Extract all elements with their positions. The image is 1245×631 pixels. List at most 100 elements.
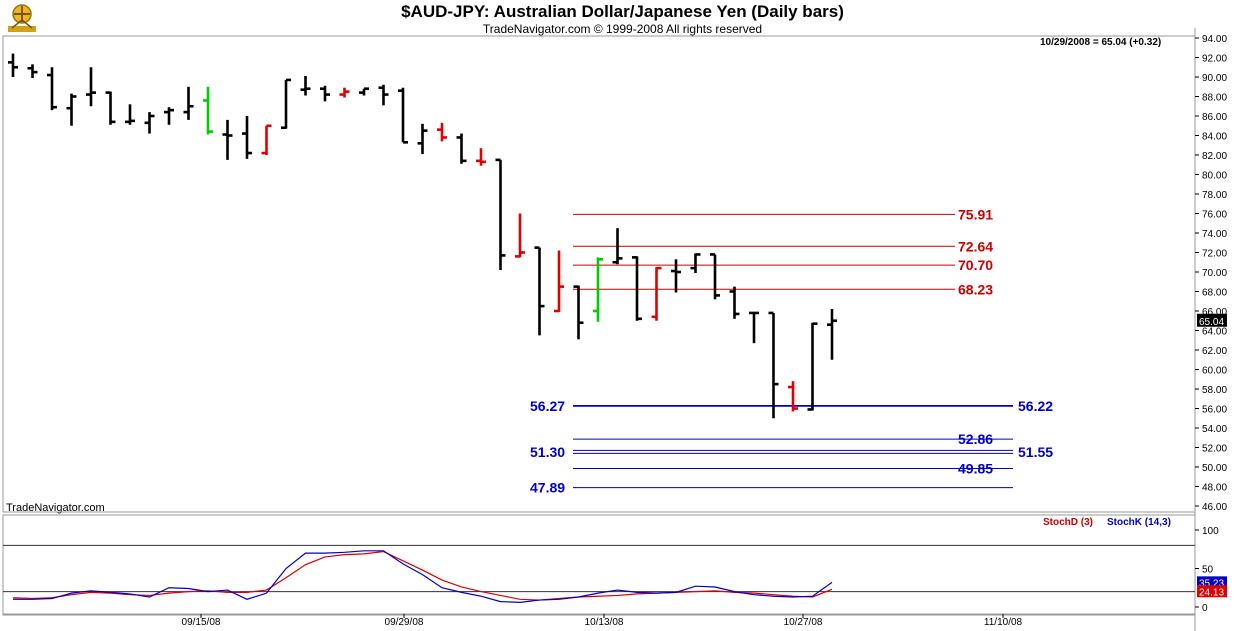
- price-tick-label: 86.00: [1202, 112, 1227, 123]
- indicator-panel-frame: [2, 514, 1196, 616]
- ohlc-bar: [47, 67, 57, 111]
- price-tick-label: 48.00: [1202, 483, 1227, 494]
- price-tick-label: 56.00: [1202, 405, 1227, 416]
- ohlc-bar: [671, 259, 681, 293]
- support-level-label: 47.89: [530, 480, 565, 496]
- ohlc-bar: [86, 67, 96, 107]
- price-tick-label: 62.00: [1202, 346, 1227, 357]
- ohlc-bar: [593, 257, 603, 322]
- price-tick-label: 46.00: [1202, 502, 1227, 513]
- stoch-tick-label: 50: [1202, 565, 1214, 576]
- ohlc-bar: [144, 112, 155, 134]
- ohlc-bar: [183, 86, 194, 120]
- ohlc-bar: [222, 119, 233, 160]
- price-tick-label: 92.00: [1202, 54, 1227, 65]
- ohlc-bar: [495, 158, 506, 271]
- stoch-d-legend: StochD (3): [1043, 517, 1093, 528]
- ohlc-bar: [8, 53, 18, 77]
- support-level-label: 51.30: [530, 444, 565, 460]
- ohlc-bar: [105, 91, 116, 125]
- ohlc-bar: [807, 322, 818, 411]
- ohlc-bar: [710, 253, 720, 300]
- ohlc-bar: [534, 246, 545, 336]
- chart-subtitle: TradeNavigator.com © 1999-2008 All right…: [482, 22, 763, 36]
- price-tick-label: 78.00: [1202, 190, 1227, 201]
- ohlc-bar: [417, 123, 428, 155]
- ohlc-bar: [476, 148, 486, 166]
- ohlc-bar: [203, 86, 213, 135]
- support-level-label: 56.27: [530, 398, 565, 414]
- x-tick-label: 10/27/08: [784, 617, 823, 628]
- ohlc-bar: [749, 311, 759, 344]
- ohlc-bar: [27, 64, 38, 78]
- ohlc-bar: [359, 87, 369, 96]
- ohlc-bar: [164, 107, 174, 125]
- ohlc-bar: [729, 286, 740, 319]
- ohlc-bar: [690, 253, 701, 273]
- credit-text: TradeNavigator.com: [6, 502, 105, 514]
- stoch-d-last-tag: [1197, 585, 1227, 598]
- price-tick-label: 70.00: [1202, 268, 1227, 279]
- price-tick-label: 50.00: [1202, 463, 1227, 474]
- ohlc-bar: [515, 213, 525, 258]
- ohlc-bar: [768, 311, 779, 419]
- stoch-k-line: [13, 550, 833, 603]
- x-tick-label: 10/13/08: [585, 617, 624, 628]
- ohlc-bar: [339, 87, 350, 98]
- price-tick-label: 94.00: [1202, 34, 1227, 45]
- price-tick-label: 68.00: [1202, 288, 1227, 299]
- ohlc-bar: [612, 228, 623, 265]
- price-tick-label: 74.00: [1202, 229, 1227, 240]
- x-tick-label: 09/29/08: [385, 617, 424, 628]
- chart-title: $AUD-JPY: Australian Dollar/Japanese Yen…: [401, 2, 844, 21]
- support-level-label: 49.85: [958, 460, 993, 476]
- ohlc-bar: [827, 309, 837, 360]
- ohlc-bar: [554, 250, 564, 313]
- trade-navigator-logo-icon: [8, 4, 36, 32]
- price-tick-label: 80.00: [1202, 171, 1227, 182]
- x-tick-label: 09/15/08: [182, 617, 221, 628]
- price-tick-label: 90.00: [1202, 73, 1227, 84]
- ohlc-bar: [632, 256, 642, 321]
- price-tick-label: 54.00: [1202, 424, 1227, 435]
- ohlc-bar: [378, 84, 389, 106]
- price-tick-label: 84.00: [1202, 132, 1227, 143]
- price-tick-label: 66.00: [1202, 307, 1227, 318]
- stoch-k-legend: StochK (14,3): [1107, 517, 1171, 528]
- support-level-label: 52.86: [958, 431, 993, 447]
- last-price-tag: [1197, 313, 1227, 327]
- ohlc-bar: [456, 133, 467, 164]
- ohlc-bar: [788, 381, 798, 412]
- stoch-tick-label: 100: [1202, 526, 1219, 537]
- ohlc-bar: [261, 124, 272, 155]
- ohlc-bar: [242, 116, 252, 159]
- ohlc-bar: [651, 266, 662, 321]
- price-tick-label: 52.00: [1202, 444, 1227, 455]
- resistance-level-label: 70.70: [958, 257, 993, 273]
- support-level-label: 56.22: [1018, 398, 1053, 414]
- resistance-level-label: 72.64: [958, 238, 993, 254]
- ohlc-bar: [320, 85, 330, 102]
- ohlc-bar: [281, 78, 291, 129]
- stoch-d-line: [12, 550, 833, 601]
- stoch-tick-label: 0: [1202, 603, 1208, 614]
- price-tick-label: 82.00: [1202, 151, 1227, 162]
- price-tick-label: 76.00: [1202, 210, 1227, 221]
- price-tick-label: 64.00: [1202, 327, 1227, 338]
- price-tick-label: 88.00: [1202, 93, 1227, 104]
- price-tick-label: 58.00: [1202, 385, 1227, 396]
- support-level-label: 51.55: [1018, 444, 1053, 460]
- stoch-k-last-label: 35.23: [1199, 578, 1224, 589]
- ohlc-bar: [300, 76, 311, 96]
- price-readout: 10/29/2008 = 65.04 (+0.32): [1040, 37, 1162, 48]
- ohlc-bar: [125, 104, 135, 125]
- ohlc-bar: [66, 93, 77, 126]
- resistance-level-label: 68.23: [958, 281, 993, 297]
- ohlc-bar: [437, 122, 447, 142]
- ohlc-bar: [398, 87, 408, 144]
- price-tick-label: 72.00: [1202, 249, 1227, 260]
- ohlc-bar: [573, 285, 584, 340]
- resistance-level-label: 75.91: [958, 206, 993, 222]
